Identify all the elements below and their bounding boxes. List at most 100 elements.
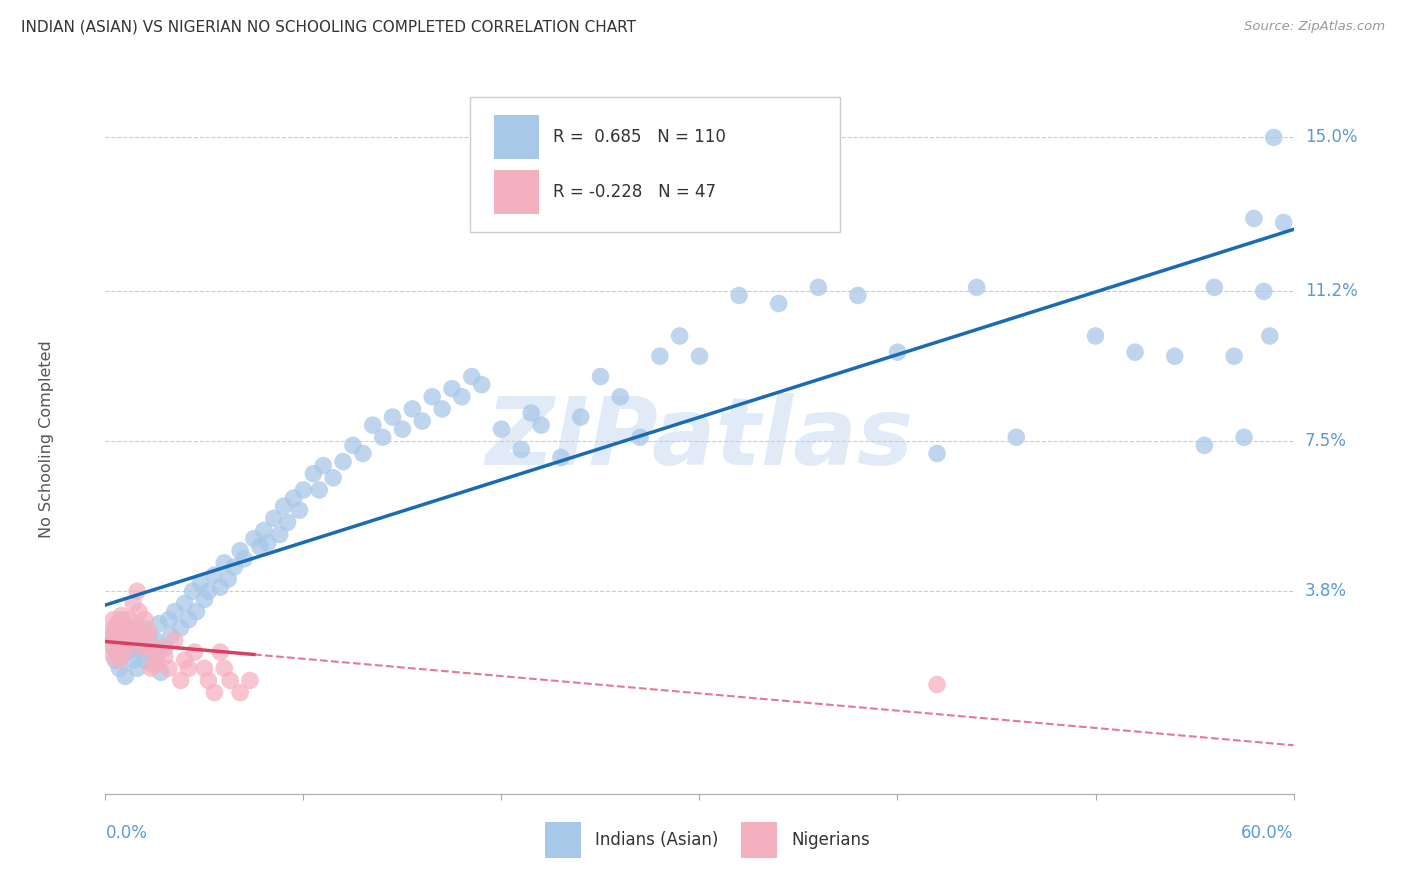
Point [104, 653, 127, 667]
Point [1263, 130, 1285, 145]
Point [219, 673, 242, 688]
Point [209, 580, 232, 594]
Point [342, 438, 364, 452]
Point [471, 377, 494, 392]
Point [183, 645, 205, 659]
Point [142, 645, 165, 659]
Point [181, 584, 204, 599]
Point [197, 673, 219, 688]
Point [173, 596, 195, 610]
Point [450, 390, 472, 404]
Point [491, 422, 513, 436]
Point [108, 661, 131, 675]
Point [120, 637, 142, 651]
Point [925, 446, 948, 460]
Point [157, 613, 180, 627]
Point [308, 483, 330, 497]
Point [966, 280, 988, 294]
Point [1194, 438, 1216, 452]
Point [530, 418, 553, 433]
Point [352, 446, 374, 460]
Point [110, 613, 132, 627]
Point [302, 467, 325, 481]
Point [103, 640, 125, 655]
Point [401, 401, 423, 416]
Point [420, 390, 443, 404]
Point [104, 621, 127, 635]
Point [209, 645, 232, 659]
Point [202, 685, 225, 699]
Point [689, 349, 711, 363]
FancyBboxPatch shape [470, 97, 839, 232]
Point [589, 369, 612, 384]
Point [129, 645, 152, 659]
Point [122, 653, 145, 667]
Point [153, 640, 176, 655]
Point [288, 503, 311, 517]
Point [1233, 430, 1256, 444]
Point [193, 661, 215, 675]
Point [263, 511, 285, 525]
Point [108, 621, 131, 635]
Point [124, 629, 146, 643]
Point [136, 632, 159, 647]
Point [105, 645, 128, 659]
Point [127, 661, 149, 675]
Point [197, 584, 219, 599]
Bar [741, 822, 776, 858]
Point [430, 401, 453, 416]
Text: Source: ZipAtlas.com: Source: ZipAtlas.com [1244, 20, 1385, 33]
Point [886, 345, 908, 359]
Point [1005, 430, 1028, 444]
Point [143, 632, 166, 647]
Point [105, 645, 128, 659]
Point [292, 483, 315, 497]
Point [115, 629, 138, 643]
Point [139, 645, 162, 659]
Point [322, 471, 344, 485]
Point [186, 605, 208, 619]
Point [163, 632, 186, 647]
Point [361, 418, 384, 433]
Point [332, 454, 354, 468]
Point [214, 661, 236, 675]
Point [202, 568, 225, 582]
Point [114, 616, 136, 631]
Point [148, 616, 170, 631]
Text: ZIPatlas: ZIPatlas [485, 393, 914, 485]
Point [170, 621, 193, 635]
Text: R = -0.228   N = 47: R = -0.228 N = 47 [554, 183, 716, 201]
Point [177, 661, 200, 675]
Point [128, 605, 150, 619]
Point [807, 280, 830, 294]
Point [277, 516, 299, 530]
Point [127, 584, 149, 599]
Point [648, 349, 671, 363]
Text: 7.5%: 7.5% [1305, 433, 1347, 450]
Point [146, 649, 169, 664]
Point [249, 540, 271, 554]
Point [177, 613, 200, 627]
Text: R =  0.685   N = 110: R = 0.685 N = 110 [554, 128, 727, 146]
Point [925, 677, 948, 691]
Point [1272, 215, 1295, 229]
Point [461, 369, 484, 384]
Point [846, 288, 869, 302]
Point [132, 621, 155, 635]
Point [256, 535, 278, 549]
Point [118, 621, 141, 635]
Text: 0.0%: 0.0% [105, 824, 148, 842]
Text: 15.0%: 15.0% [1305, 128, 1357, 146]
Point [728, 288, 751, 302]
Point [312, 458, 335, 473]
Point [110, 649, 132, 664]
Point [138, 629, 160, 643]
Point [118, 613, 141, 627]
Point [668, 329, 690, 343]
Point [124, 621, 146, 635]
Point [142, 657, 165, 672]
Point [128, 637, 150, 651]
Text: 3.8%: 3.8% [1305, 582, 1347, 600]
Point [190, 576, 212, 591]
Point [273, 499, 295, 513]
